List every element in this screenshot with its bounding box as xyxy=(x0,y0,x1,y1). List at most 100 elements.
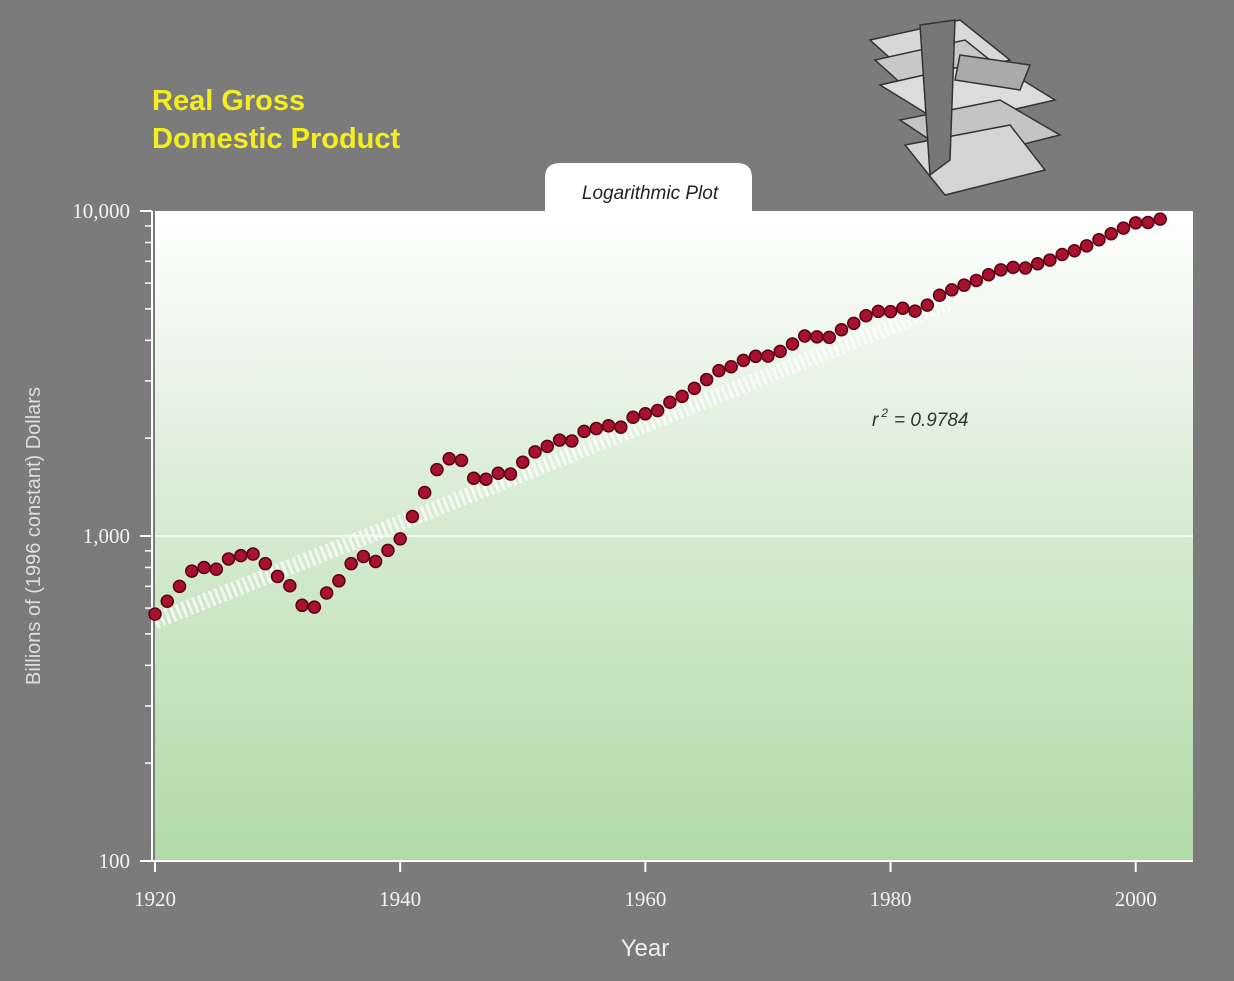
data-point xyxy=(1006,260,1020,275)
data-point xyxy=(834,322,849,337)
data-point xyxy=(332,574,346,588)
annotation-base: r xyxy=(872,410,879,431)
data-point xyxy=(589,421,604,436)
data-point xyxy=(295,598,309,613)
data-point xyxy=(822,330,836,345)
data-point xyxy=(185,564,199,578)
x-tick-label: 1960 xyxy=(624,887,666,911)
data-point xyxy=(466,471,481,485)
data-point xyxy=(1092,232,1106,247)
data-point xyxy=(1018,261,1033,275)
data-point xyxy=(1153,212,1167,226)
data-point xyxy=(687,381,702,396)
data-point xyxy=(503,467,518,481)
data-point xyxy=(368,554,383,569)
data-point xyxy=(945,283,959,297)
x-axis-label: Year xyxy=(621,935,670,962)
data-point xyxy=(209,562,224,577)
data-point xyxy=(957,278,971,292)
data-point xyxy=(626,410,640,425)
data-point xyxy=(454,453,469,468)
x-tick-label: 1920 xyxy=(134,887,176,911)
data-point xyxy=(1104,227,1118,241)
data-point xyxy=(1055,247,1069,262)
data-point xyxy=(896,301,910,315)
data-point xyxy=(1067,244,1082,258)
y-tick-label: 100 xyxy=(99,849,131,873)
data-point xyxy=(221,552,236,566)
data-point xyxy=(234,548,248,563)
data-point xyxy=(932,288,947,303)
data-point xyxy=(1043,253,1057,267)
data-point xyxy=(442,452,456,466)
data-point xyxy=(650,403,665,418)
data-point xyxy=(479,472,493,486)
data-point xyxy=(908,304,922,318)
title-line: Real Gross xyxy=(152,85,305,117)
data-point xyxy=(172,579,187,594)
data-point xyxy=(552,433,567,447)
data-point xyxy=(516,455,530,469)
data-point xyxy=(601,419,616,433)
data-point xyxy=(565,434,579,448)
data-point xyxy=(871,304,886,319)
data-point xyxy=(773,344,787,359)
annotation-rest: = 0.9784 xyxy=(894,410,969,431)
trend-line xyxy=(152,294,955,629)
data-point xyxy=(663,395,677,410)
data-point xyxy=(393,532,407,546)
data-point xyxy=(356,549,371,564)
y-axis-label: Billions of (1996 constant) Dollars xyxy=(23,387,45,685)
data-point xyxy=(994,263,1008,277)
data-point xyxy=(614,420,628,434)
data-point xyxy=(307,600,322,614)
data-point xyxy=(1030,257,1045,271)
data-point xyxy=(430,462,444,477)
data-point xyxy=(540,439,555,454)
data-point xyxy=(675,389,689,404)
data-point xyxy=(969,273,984,288)
data-point xyxy=(160,594,175,608)
data-point xyxy=(270,569,285,584)
data-point xyxy=(405,509,420,524)
data-point xyxy=(148,607,162,621)
data-point xyxy=(319,586,334,600)
data-point xyxy=(847,316,861,331)
data-point xyxy=(883,304,898,319)
data-point xyxy=(1079,239,1094,253)
data-point xyxy=(810,330,824,344)
title-line: Domestic Product xyxy=(152,123,400,155)
data-point xyxy=(197,560,211,575)
data-point xyxy=(1141,215,1155,230)
data-point xyxy=(920,298,935,312)
data-point xyxy=(344,556,358,571)
data-point xyxy=(577,424,591,439)
data-point xyxy=(1128,216,1143,230)
annotation-sup: 2 xyxy=(880,406,888,420)
x-tick-label: 2000 xyxy=(1115,887,1157,911)
data-point xyxy=(748,349,763,364)
annotation: r 2 = 0.9784 xyxy=(872,406,969,431)
y-tick-label: 10,000 xyxy=(72,199,130,223)
data-point xyxy=(699,372,714,387)
money-icon xyxy=(868,19,1062,196)
data-point xyxy=(381,543,395,558)
x-tick-label: 1940 xyxy=(379,887,421,911)
data-point xyxy=(528,445,542,459)
data-point xyxy=(258,556,273,571)
data-point xyxy=(785,337,800,351)
data-point xyxy=(736,353,751,368)
subtitle: Logarithmic Plot xyxy=(582,183,719,204)
data-point xyxy=(712,363,726,378)
data-point xyxy=(859,309,873,323)
data-point xyxy=(246,547,260,561)
data-point xyxy=(797,329,812,343)
data-point xyxy=(491,466,505,480)
data-point xyxy=(283,578,297,593)
data-point xyxy=(417,485,432,500)
data-point xyxy=(981,267,996,282)
data-point xyxy=(1116,221,1131,235)
y-tick-label: 1,000 xyxy=(83,524,130,548)
